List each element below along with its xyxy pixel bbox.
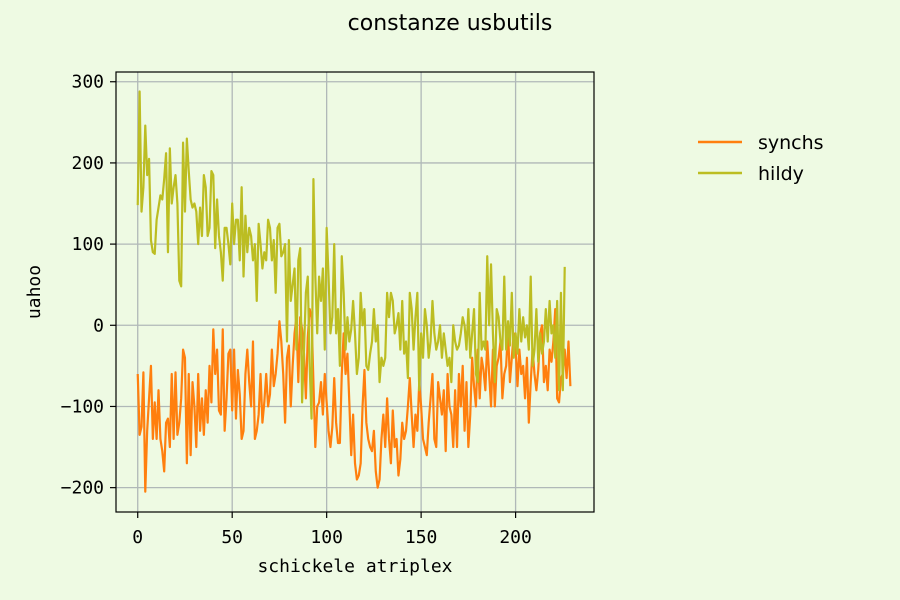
y-tick-label: 300 xyxy=(71,72,104,93)
y-tick-label: 0 xyxy=(93,315,104,336)
x-tick-label: 50 xyxy=(221,527,243,548)
y-tick-label: 200 xyxy=(71,153,104,174)
series-line-synchs xyxy=(136,307,572,493)
axis-ticks: 0 50 100 150 200 −200 −100 0 100 200 300 xyxy=(61,72,532,548)
y-tick-label: −200 xyxy=(61,478,104,499)
y-tick-label: −100 xyxy=(61,396,104,417)
legend: synchs hildy xyxy=(698,132,824,185)
x-tick-label: 150 xyxy=(405,527,438,548)
x-tick-label: 0 xyxy=(132,527,143,548)
x-tick-label: 200 xyxy=(499,527,532,548)
legend-label-synchs: synchs xyxy=(758,132,824,154)
series-line-hildy xyxy=(136,90,566,420)
series-lines xyxy=(136,90,572,493)
y-tick-label: 100 xyxy=(71,234,104,255)
chart-title: constanze usbutils xyxy=(348,11,553,36)
x-axis-label: schickele atriplex xyxy=(257,556,452,577)
x-tick-label: 100 xyxy=(310,527,343,548)
plot-frame xyxy=(115,71,595,513)
legend-label-hildy: hildy xyxy=(758,163,804,185)
y-axis-label: uahoo xyxy=(24,265,45,319)
grid xyxy=(116,72,594,512)
